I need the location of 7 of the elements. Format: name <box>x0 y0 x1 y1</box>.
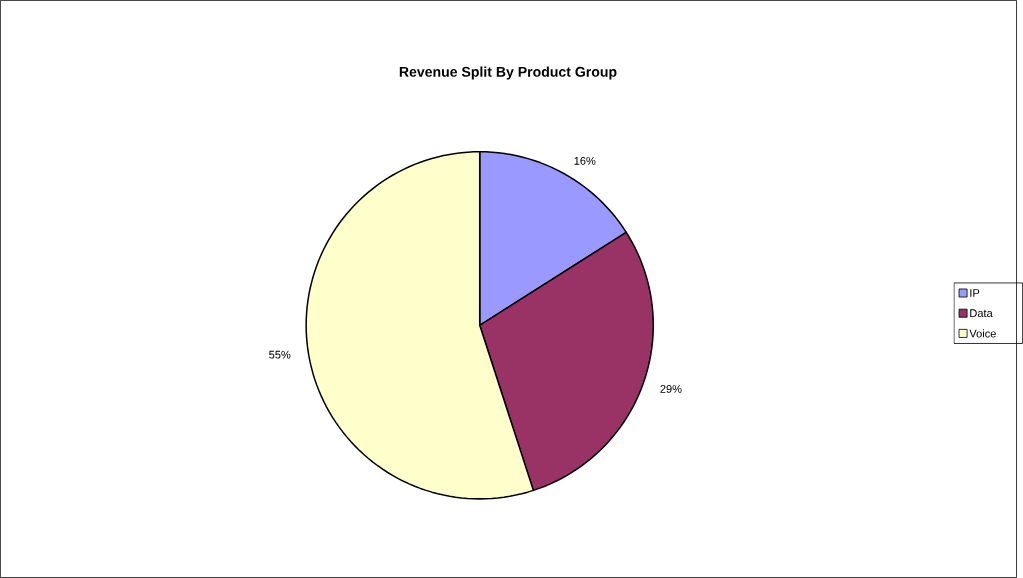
legend-label: Data <box>970 309 993 318</box>
data-label: 55% <box>269 350 291 359</box>
legend-label: IP <box>970 289 980 297</box>
data-label: 29% <box>660 384 682 393</box>
chart-title: Revenue Split By Product Group <box>399 66 617 80</box>
data-label: 16% <box>574 156 596 165</box>
legend-label: Voice <box>969 329 996 338</box>
